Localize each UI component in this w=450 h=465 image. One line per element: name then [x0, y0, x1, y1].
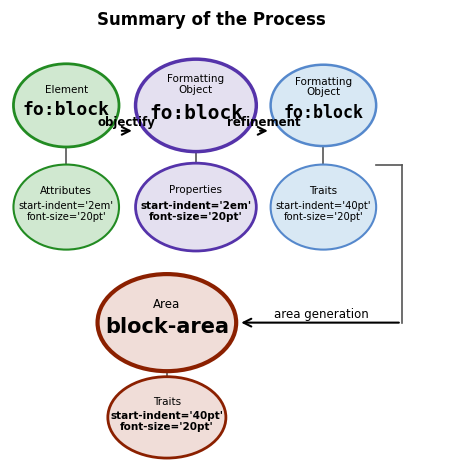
- Text: fo:block: fo:block: [23, 100, 110, 119]
- Text: start-indent='2em'
font-size='20pt': start-indent='2em' font-size='20pt': [140, 201, 252, 222]
- Text: block-area: block-area: [105, 318, 229, 338]
- Text: Traits: Traits: [309, 186, 338, 196]
- Text: Element: Element: [45, 85, 88, 94]
- Text: start-indent='2em'
font-size='20pt': start-indent='2em' font-size='20pt': [18, 200, 114, 222]
- Text: Summary of the Process: Summary of the Process: [97, 11, 326, 29]
- Ellipse shape: [108, 377, 226, 458]
- Ellipse shape: [14, 64, 119, 147]
- Text: objectify: objectify: [98, 116, 156, 129]
- Text: Properties: Properties: [170, 186, 222, 195]
- Ellipse shape: [270, 65, 376, 146]
- Text: Attributes: Attributes: [40, 186, 92, 196]
- Text: Formatting
Object: Formatting Object: [295, 77, 352, 98]
- Text: fo:block: fo:block: [284, 104, 364, 122]
- Text: Traits: Traits: [153, 397, 181, 407]
- Text: Area: Area: [153, 298, 180, 311]
- Text: Formatting
Object: Formatting Object: [167, 74, 225, 95]
- Text: area generation: area generation: [274, 308, 369, 321]
- Text: start-indent='40pt'
font-size='20pt': start-indent='40pt' font-size='20pt': [275, 200, 371, 222]
- Text: fo:block: fo:block: [149, 104, 243, 123]
- Ellipse shape: [135, 59, 256, 152]
- Ellipse shape: [135, 163, 256, 251]
- Ellipse shape: [270, 165, 376, 250]
- Ellipse shape: [98, 274, 236, 371]
- Ellipse shape: [14, 165, 119, 250]
- Text: refinement: refinement: [227, 116, 301, 129]
- Text: start-indent='40pt'
font-size='20pt': start-indent='40pt' font-size='20pt': [110, 411, 223, 432]
